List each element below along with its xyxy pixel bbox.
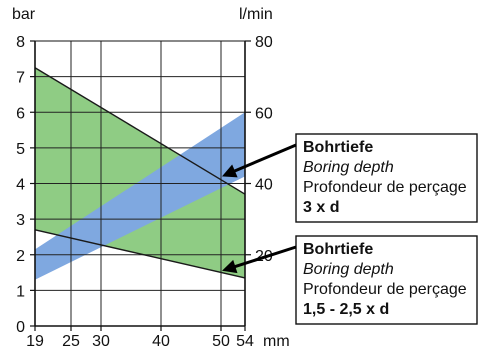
grid-layer xyxy=(35,41,245,326)
x-tick-label: 25 xyxy=(62,333,80,349)
x-tick-label: 30 xyxy=(92,333,110,349)
x-tick-label: 40 xyxy=(152,333,170,349)
x-tick-label: 50 xyxy=(212,333,230,349)
band-flow xyxy=(35,112,245,280)
left-y-tick-label: 4 xyxy=(16,177,25,194)
annotation-box xyxy=(295,235,478,325)
annotation-text-line: Boring depth xyxy=(303,159,394,176)
x-unit-label: mm xyxy=(263,333,290,349)
left-y-tick-label: 8 xyxy=(16,34,25,51)
annotation-box xyxy=(295,133,478,223)
annotation-text-line: 3 x d xyxy=(303,199,339,216)
annotation-text-line: Bohrtiefe xyxy=(303,139,373,156)
pressure-band-upper-line xyxy=(34,67,246,195)
bands-layer xyxy=(35,67,245,280)
left-y-tick-label: 2 xyxy=(16,248,25,265)
left-y-tick-label: 3 xyxy=(16,212,25,229)
right-y-unit-label: l/min xyxy=(239,6,273,23)
pressure-band-lower-line xyxy=(34,229,246,279)
annotation-text-line: Profondeur de perçage xyxy=(303,281,467,298)
annotations-layer: Bohrtiefe Boring depth Profondeur de perça… xyxy=(222,133,478,325)
annotation-arrow-shaft xyxy=(231,245,297,269)
tick-labels-layer: 01234567820406080192530405054 xyxy=(16,34,273,350)
left-y-tick-label: 5 xyxy=(16,141,25,158)
left-y-unit-label: bar xyxy=(12,6,36,23)
band-edges-layer xyxy=(34,67,246,279)
left-y-tick-label: 1 xyxy=(16,283,25,300)
right-y-tick-label: 80 xyxy=(255,34,273,51)
right-y-tick-label: 60 xyxy=(255,105,273,122)
annotation-text-line: 1,5 - 2,5 x d xyxy=(303,301,389,318)
annotation-text-line: Boring depth xyxy=(303,261,394,278)
annotation-arrow-shaft xyxy=(231,143,297,174)
annotation-arrow-head xyxy=(222,259,238,274)
x-tick-label: 54 xyxy=(236,333,254,349)
left-y-tick-label: 6 xyxy=(16,105,25,122)
right-y-tick-label: 40 xyxy=(255,177,273,194)
annotation-text-line: Bohrtiefe xyxy=(303,241,373,258)
left-y-tick-label: 0 xyxy=(16,319,25,336)
x-tick-label: 19 xyxy=(26,333,44,349)
left-y-tick-label: 7 xyxy=(16,70,25,87)
annotation-arrow-head xyxy=(222,164,238,178)
annotation-text-line: Profondeur de perçage xyxy=(303,179,467,196)
